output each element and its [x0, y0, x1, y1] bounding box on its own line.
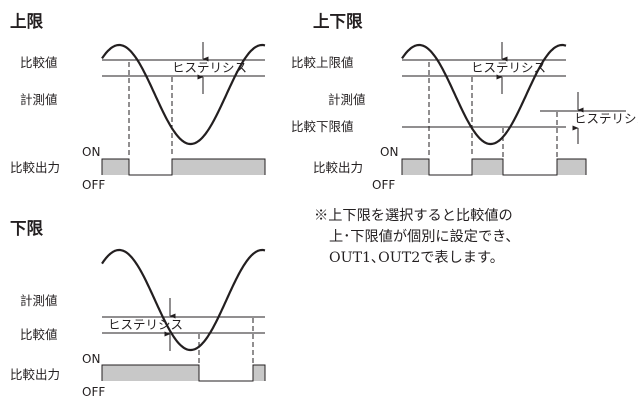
lower-off-label: OFF	[82, 385, 105, 399]
ul-off-label: OFF	[372, 178, 395, 192]
note-line-1: ※上下限を選択すると比較値の	[314, 208, 513, 224]
lower-compare-label: 比較値	[20, 327, 58, 342]
ul-lower-hysteresis-label: ヒステリシス	[574, 111, 638, 126]
upper-hysteresis-label: ヒステリシス	[172, 60, 247, 75]
ul-measured-label: 計測値	[328, 92, 366, 107]
note-line-3: OUT1､OUT2で表します。	[329, 250, 504, 266]
panel-upper-lower-limit: 上下限 比較上限値 計測値 比較下限値 ヒステリシス ヒステリシス ON 比較出…	[291, 12, 638, 192]
upper-lower-note: ※上下限を選択すると比較値の 上･下限値が個別に設定でき、 OUT1､OUT2で…	[314, 206, 638, 269]
lower-output-signal	[101, 364, 266, 382]
panel-lower-limit: 下限 計測値 比較値 ヒステリシス ON 比較出力 OFF	[10, 219, 266, 399]
panel-lower-title: 下限	[10, 219, 44, 238]
upper-measured-wave	[101, 43, 266, 146]
ul-measured-wave	[401, 43, 567, 146]
lower-output-on-fill	[102, 365, 265, 381]
ul-output-label: 比較出力	[313, 160, 363, 175]
upper-off-label: OFF	[82, 178, 105, 192]
lower-hysteresis-label: ヒステリシス	[108, 317, 183, 332]
upper-on-label: ON	[82, 145, 100, 159]
ul-on-label: ON	[380, 145, 398, 159]
ul-output-signal	[401, 158, 587, 176]
lower-measured-wave	[101, 248, 266, 352]
lower-measured-label: 計測値	[20, 293, 58, 308]
ul-output-on-fill	[402, 159, 586, 175]
upper-measured-label: 計測値	[20, 92, 58, 107]
ul-upper-hysteresis-label: ヒステリシス	[471, 60, 546, 75]
lower-output-label: 比較出力	[10, 367, 60, 382]
panel-upper-limit: 上限 比較値 計測値 ヒステリシス ON 比較出力 OFF	[10, 12, 266, 192]
ul-compare-upper-label: 比較上限値	[291, 55, 354, 70]
upper-output-label: 比較出力	[10, 160, 60, 175]
upper-compare-label: 比較値	[20, 55, 58, 70]
upper-output-signal	[101, 158, 266, 176]
note-line-2: 上･下限値が個別に設定でき、	[329, 229, 520, 245]
lower-on-label: ON	[82, 352, 100, 366]
upper-output-on-fill	[102, 159, 265, 175]
ul-compare-lower-label: 比較下限値	[291, 119, 354, 134]
panel-upper-title: 上限	[10, 12, 44, 31]
panel-upper-lower-title: 上下限	[313, 12, 363, 31]
